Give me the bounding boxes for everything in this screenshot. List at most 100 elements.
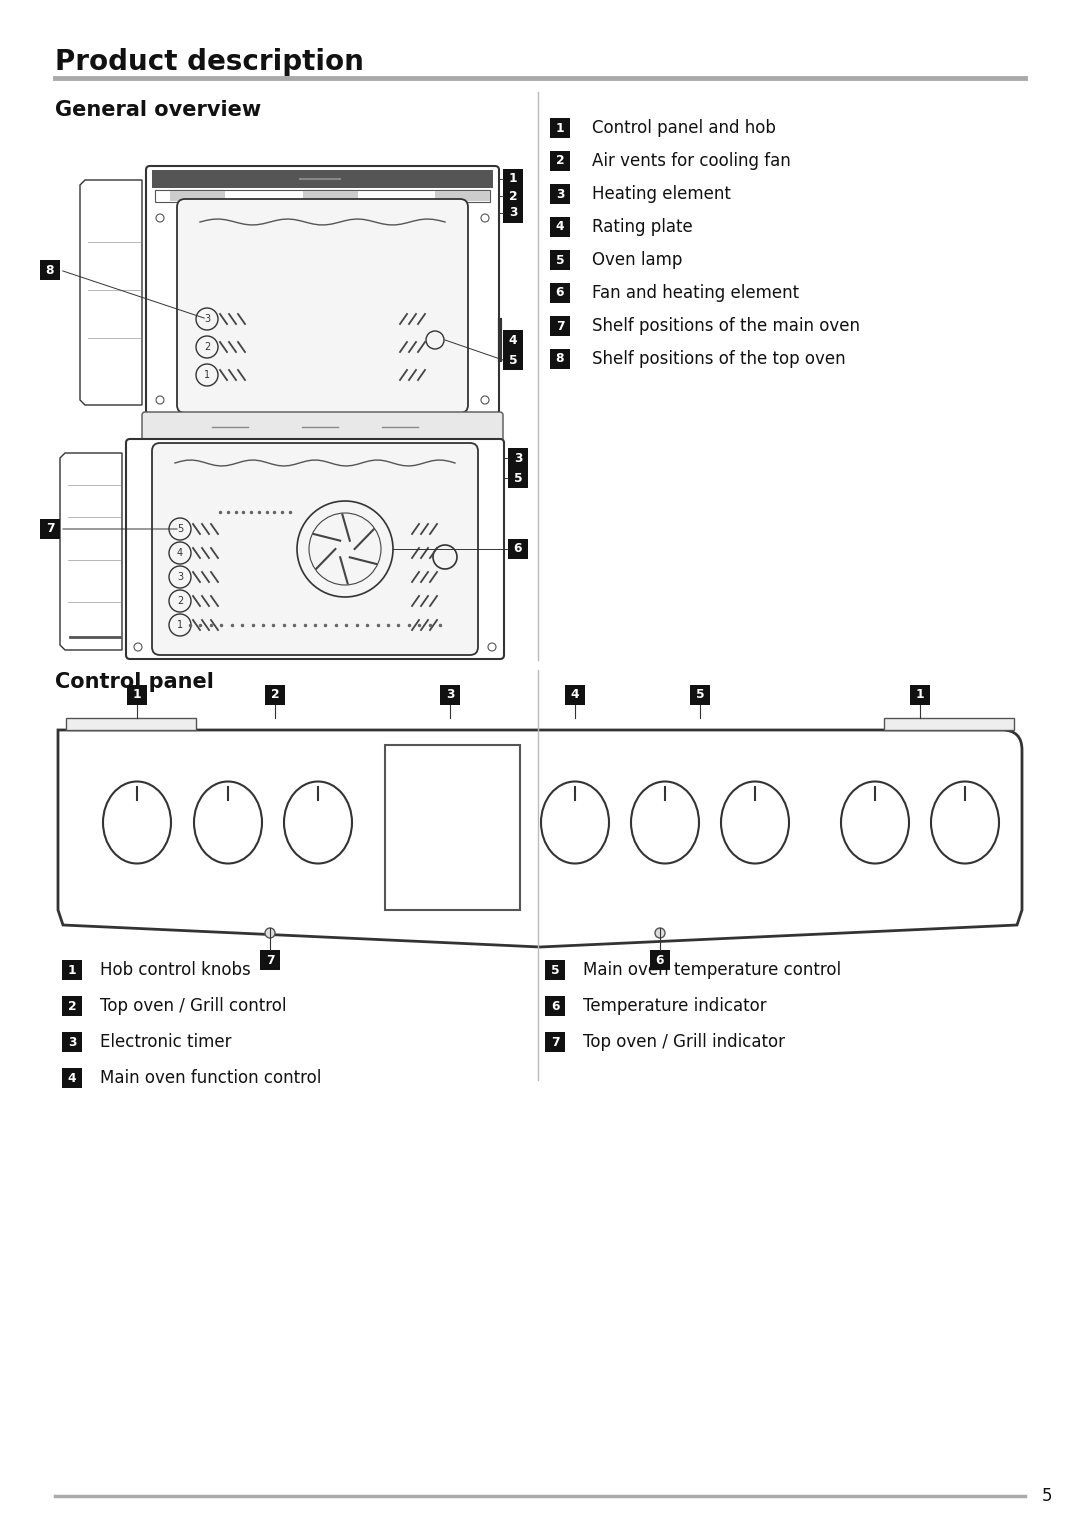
Text: 2: 2 [68, 1000, 77, 1012]
FancyBboxPatch shape [141, 411, 503, 440]
Bar [509, 540, 528, 558]
Bar [690, 685, 710, 705]
Bar [551, 185, 569, 203]
Text: 4: 4 [556, 220, 564, 234]
Bar [551, 283, 569, 303]
Text: Heating element: Heating element [592, 185, 731, 203]
Text: 3: 3 [446, 688, 455, 702]
Text: 4: 4 [509, 333, 517, 347]
Text: 5: 5 [509, 353, 517, 367]
Text: 2: 2 [177, 596, 184, 605]
Bar [551, 317, 569, 335]
Bar [545, 997, 565, 1015]
Bar [260, 951, 280, 969]
Text: Oven lamp: Oven lamp [592, 251, 683, 269]
Text: Product description: Product description [55, 47, 364, 76]
Bar [551, 217, 569, 237]
Text: 2: 2 [556, 154, 565, 168]
Bar [40, 260, 59, 280]
Bar [441, 685, 460, 705]
Text: General overview: General overview [55, 99, 261, 119]
Text: Shelf positions of the main oven: Shelf positions of the main oven [592, 317, 860, 335]
Bar [545, 960, 565, 980]
Bar [551, 118, 569, 138]
Bar [545, 1032, 565, 1052]
FancyBboxPatch shape [152, 443, 478, 654]
Text: Control panel and hob: Control panel and hob [592, 119, 775, 138]
Bar [509, 448, 528, 468]
Text: 3: 3 [177, 572, 184, 583]
Text: 6: 6 [551, 1000, 559, 1012]
Text: Top oven / Grill indicator: Top oven / Grill indicator [583, 1034, 785, 1050]
Text: Control panel: Control panel [55, 673, 214, 693]
Text: 5: 5 [177, 524, 184, 534]
Bar [63, 1069, 82, 1087]
Bar [503, 203, 523, 223]
Circle shape [265, 928, 275, 937]
Text: Temperature indicator: Temperature indicator [583, 997, 767, 1015]
Text: 4: 4 [570, 688, 579, 702]
Circle shape [654, 928, 665, 937]
Bar [156, 190, 490, 202]
Text: Electronic timer: Electronic timer [100, 1034, 231, 1050]
Bar [384, 745, 519, 910]
Bar [63, 997, 82, 1015]
Text: 3: 3 [68, 1035, 77, 1049]
FancyBboxPatch shape [126, 439, 504, 659]
Bar [302, 191, 357, 200]
Text: 1: 1 [204, 370, 211, 381]
Text: 7: 7 [45, 523, 54, 535]
Text: Shelf positions of the top oven: Shelf positions of the top oven [592, 350, 846, 368]
Text: 7: 7 [266, 954, 274, 966]
Bar [152, 170, 492, 188]
Bar [503, 187, 523, 205]
Bar [551, 151, 569, 171]
Text: 5: 5 [696, 688, 704, 702]
Text: 2: 2 [204, 342, 211, 352]
Text: 4: 4 [68, 1072, 77, 1084]
Bar [503, 330, 523, 350]
Bar [566, 685, 584, 705]
FancyBboxPatch shape [177, 199, 468, 413]
Text: Rating plate: Rating plate [592, 219, 692, 235]
Text: 1: 1 [556, 121, 565, 135]
Text: 1: 1 [916, 688, 924, 702]
FancyBboxPatch shape [146, 167, 499, 414]
Text: Hob control knobs: Hob control knobs [100, 962, 251, 979]
Text: 5: 5 [556, 254, 565, 266]
Bar [650, 951, 670, 969]
Bar [266, 685, 285, 705]
Text: 8: 8 [556, 353, 564, 365]
Bar [63, 960, 82, 980]
Text: 2: 2 [509, 190, 517, 202]
Bar [551, 350, 569, 368]
PathPatch shape [58, 729, 1022, 946]
Text: 1: 1 [68, 963, 77, 977]
Bar [63, 1032, 82, 1052]
Text: Main oven temperature control: Main oven temperature control [583, 962, 841, 979]
Text: 3: 3 [514, 451, 523, 465]
Text: 5: 5 [1042, 1488, 1053, 1505]
Text: 7: 7 [556, 320, 565, 332]
Bar [885, 719, 1014, 729]
Text: 5: 5 [514, 471, 523, 485]
Bar [503, 170, 523, 188]
Text: 6: 6 [556, 286, 564, 300]
Text: 3: 3 [509, 206, 517, 220]
Bar [910, 685, 930, 705]
Text: 6: 6 [514, 543, 523, 555]
Text: 1: 1 [509, 173, 517, 185]
Text: 5: 5 [551, 963, 559, 977]
Text: Top oven / Grill control: Top oven / Grill control [100, 997, 286, 1015]
Text: 2: 2 [271, 688, 280, 702]
Bar [127, 685, 147, 705]
Text: 1: 1 [133, 688, 141, 702]
Text: 7: 7 [551, 1035, 559, 1049]
Text: Main oven function control: Main oven function control [100, 1069, 322, 1087]
Text: 3: 3 [204, 313, 211, 324]
Text: 3: 3 [556, 188, 564, 200]
Bar [551, 251, 569, 269]
Bar [503, 350, 523, 370]
Bar [435, 191, 490, 200]
Bar [170, 191, 225, 200]
